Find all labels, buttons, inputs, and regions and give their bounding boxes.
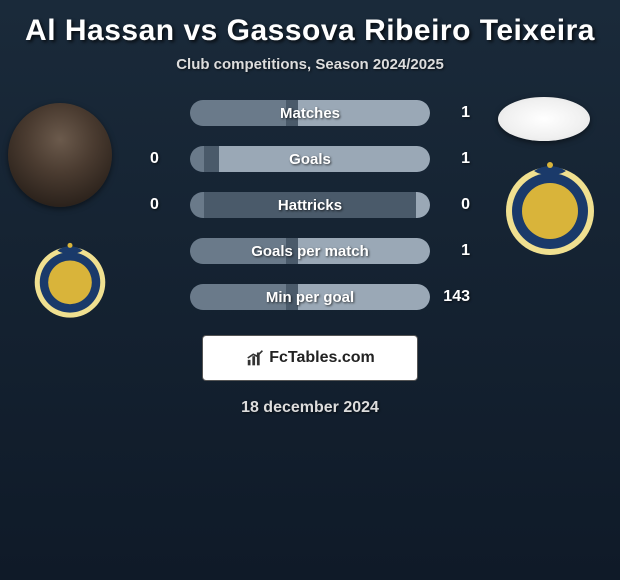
club-right-badge: [500, 157, 600, 257]
stat-label: Goals: [289, 151, 331, 168]
stat-value-right: 143: [430, 288, 470, 306]
stat-fill-left: [190, 192, 204, 218]
stat-label: Min per goal: [266, 289, 354, 306]
player-left-avatar: [8, 103, 112, 207]
stat-pill: Goals: [190, 146, 430, 172]
stat-fill-left: [190, 100, 286, 126]
attribution-badge[interactable]: FcTables.com: [202, 335, 418, 381]
page-subtitle: Club competitions, Season 2024/2025: [0, 56, 620, 73]
stat-row: 0 Hattricks 0: [150, 189, 470, 221]
stat-pill: Matches: [190, 100, 430, 126]
stat-value-right: 0: [430, 196, 470, 214]
comparison-date: 18 december 2024: [0, 399, 620, 417]
stat-label: Hattricks: [278, 197, 342, 214]
club-left-badge: [28, 237, 112, 321]
stat-rows: Matches 1 0 Goals 1 0 Hattricks 0 Goals per matc…: [150, 97, 470, 313]
club-badge-icon: [500, 157, 600, 257]
stat-row: 0 Goals 1: [150, 143, 470, 175]
stat-label: Matches: [280, 105, 340, 122]
comparison-content: Matches 1 0 Goals 1 0 Hattricks 0 Goals per matc…: [0, 97, 620, 417]
stat-value-left: 0: [150, 150, 190, 168]
attribution-text: FcTables.com: [269, 349, 375, 367]
stat-pill: Min per goal: [190, 284, 430, 310]
stat-row: Min per goal 143: [150, 281, 470, 313]
stat-pill: Hattricks: [190, 192, 430, 218]
club-badge-icon: [28, 237, 112, 321]
stat-row: Goals per match 1: [150, 235, 470, 267]
stat-value-right: 1: [430, 150, 470, 168]
stat-pill: Goals per match: [190, 238, 430, 264]
stat-value-right: 1: [430, 104, 470, 122]
player-right-avatar: [498, 97, 590, 141]
stat-fill-right: [416, 192, 430, 218]
stat-row: Matches 1: [150, 97, 470, 129]
stat-value-left: 0: [150, 196, 190, 214]
chart-icon: [245, 347, 267, 369]
stat-fill-left: [190, 146, 204, 172]
page-title: Al Hassan vs Gassova Ribeiro Teixeira: [0, 0, 620, 56]
stat-label: Goals per match: [251, 243, 369, 260]
stat-value-right: 1: [430, 242, 470, 260]
